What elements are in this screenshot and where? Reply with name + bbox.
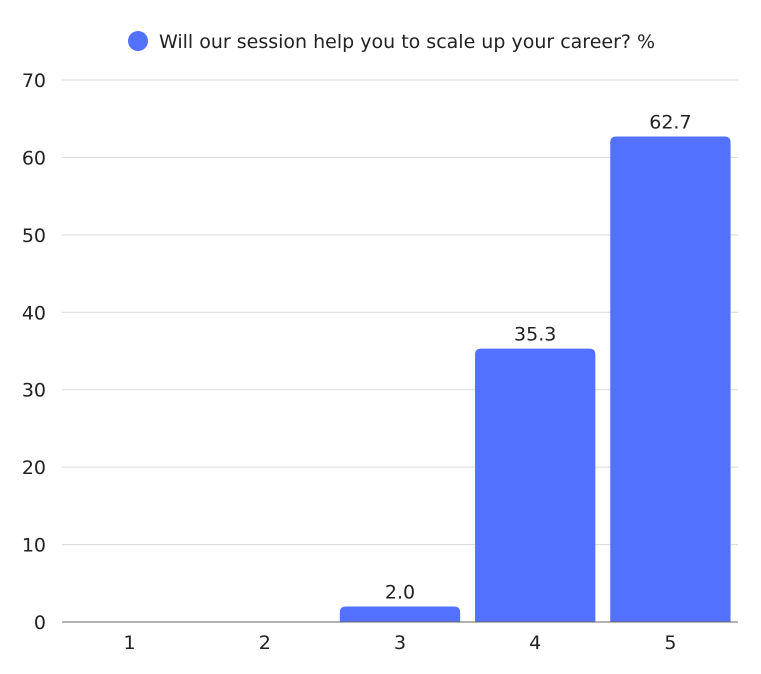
- legend: Will our session help you to scale up yo…: [128, 31, 655, 53]
- y-tick-label: 70: [22, 70, 46, 92]
- bar: [610, 136, 731, 622]
- y-tick-label: 60: [22, 147, 46, 169]
- y-tick-label: 0: [34, 612, 46, 634]
- y-tick-label: 20: [22, 457, 46, 479]
- x-tick-label: 2: [259, 632, 271, 654]
- bars: [339, 136, 731, 622]
- legend-label: Will our session help you to scale up yo…: [159, 31, 655, 53]
- legend-swatch: [128, 31, 148, 51]
- bar: [339, 606, 461, 622]
- y-axis-ticks: 0 10 20 30 40 50 60 70: [22, 70, 46, 634]
- y-tick-label: 50: [22, 225, 46, 247]
- x-tick-label: 1: [124, 632, 136, 654]
- value-labels: 2.0 35.3 62.7: [385, 112, 692, 604]
- bar-value-label: 2.0: [385, 582, 415, 604]
- x-tick-label: 5: [664, 632, 676, 654]
- bar: [475, 348, 596, 622]
- bar-value-label: 62.7: [649, 112, 691, 134]
- y-tick-label: 40: [22, 302, 46, 324]
- grid-lines: [62, 79, 738, 546]
- x-tick-label: 3: [394, 632, 406, 654]
- x-axis-ticks: 1 2 3 4 5: [124, 632, 677, 654]
- y-tick-label: 10: [22, 535, 46, 557]
- y-tick-label: 30: [22, 380, 46, 402]
- x-tick-label: 4: [529, 632, 541, 654]
- bar-value-label: 35.3: [514, 324, 556, 346]
